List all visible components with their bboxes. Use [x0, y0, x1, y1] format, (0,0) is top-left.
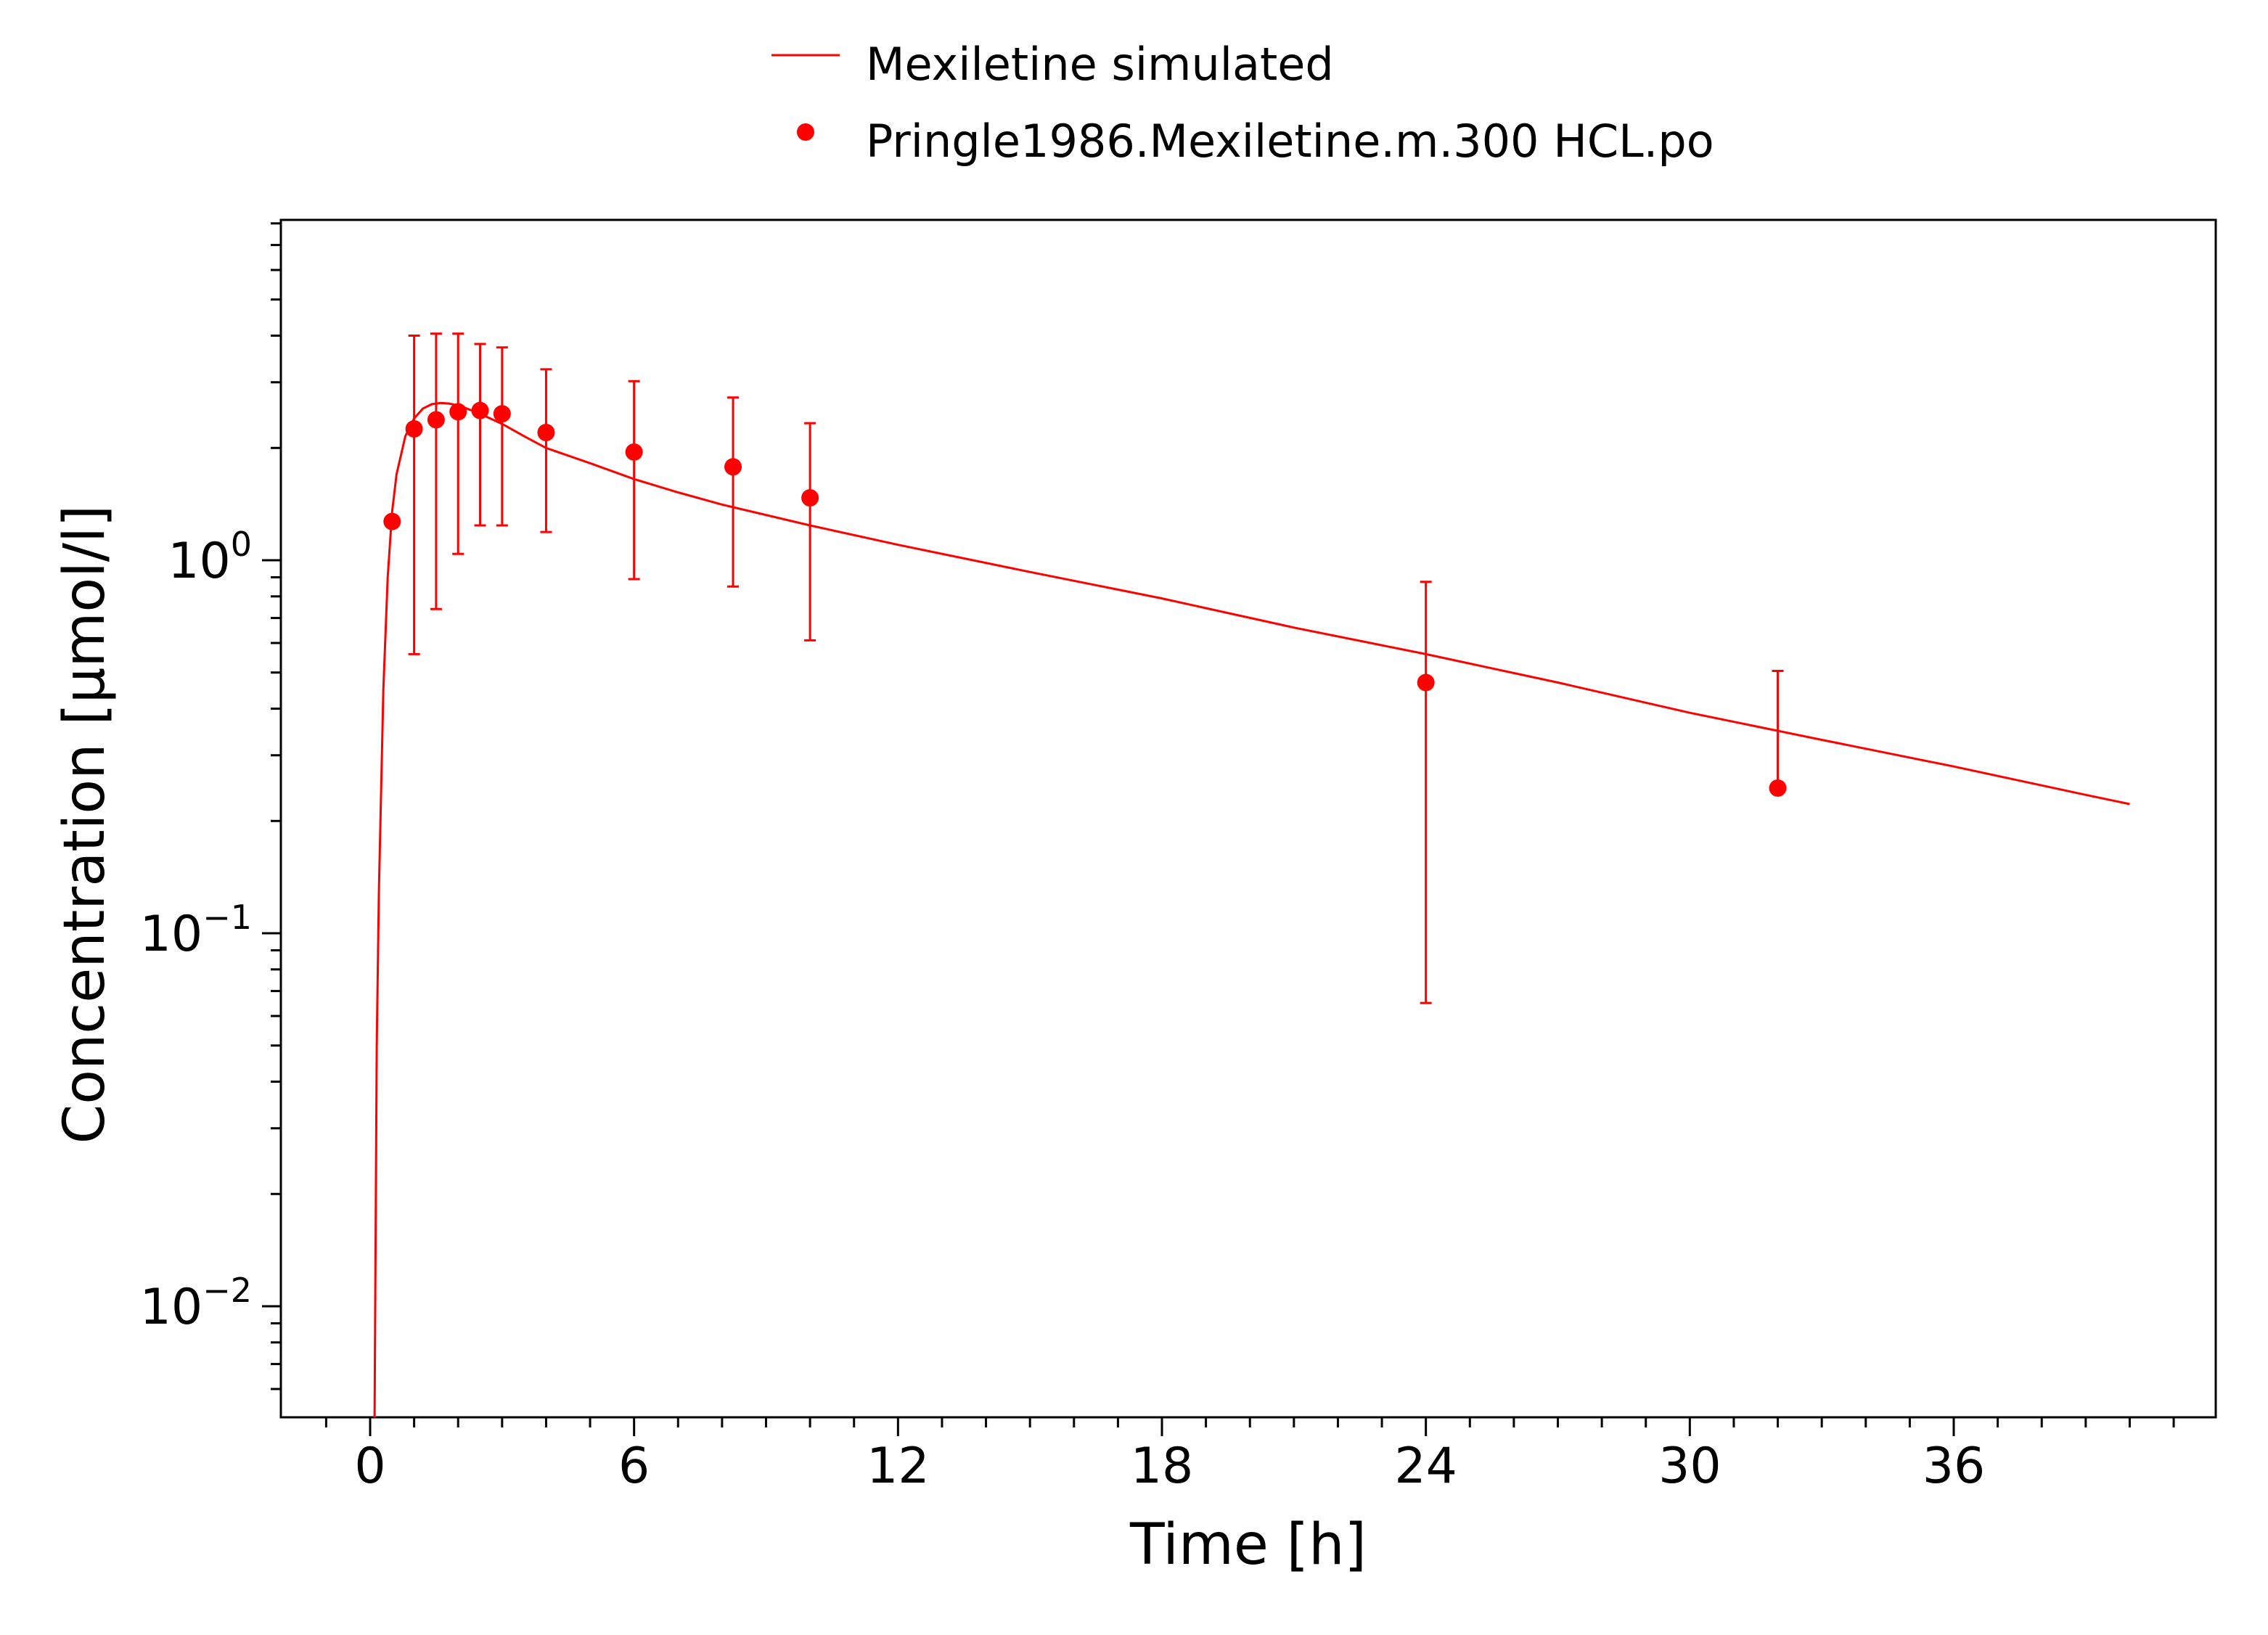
data-point	[724, 458, 742, 476]
y-tick-label: 10−2	[140, 1271, 252, 1336]
errorbars	[408, 332, 1784, 1004]
observed-points	[383, 401, 1787, 797]
x-tick-label: 6	[618, 1438, 650, 1495]
y-tick-label: 10−1	[140, 898, 252, 963]
x-tick-label: 12	[867, 1438, 930, 1495]
data-point	[383, 512, 401, 530]
y-tick-label: 100	[168, 525, 252, 590]
data-point	[493, 405, 511, 423]
x-tick-label: 36	[1923, 1438, 1986, 1495]
x-tick-label: 24	[1394, 1438, 1457, 1495]
legend-marker-swatch	[797, 123, 814, 141]
x-tick-label: 0	[354, 1438, 385, 1495]
data-point	[801, 488, 819, 507]
legend: Mexiletine simulated Pringle1986.Mexilet…	[771, 38, 1714, 168]
data-point	[471, 401, 489, 419]
y-axis-title: Concentration [µmol/l]	[52, 505, 118, 1144]
x-axis: 0 6 12 18 24 30 36	[324, 1417, 2175, 1495]
data-point	[1417, 673, 1435, 692]
simulated-line	[373, 401, 2130, 1417]
data-point	[427, 411, 445, 429]
x-tick-label: 30	[1658, 1438, 1722, 1495]
x-tick-label: 18	[1131, 1438, 1194, 1495]
legend-label-observed: Pringle1986.Mexiletine.m.300 HCL.po	[866, 115, 1714, 168]
y-axis: 10−2 10−1 100	[140, 222, 281, 1390]
x-axis-title: Time [h]	[1129, 1512, 1367, 1578]
plot-frame	[279, 218, 2217, 1419]
data-point	[537, 423, 555, 441]
data-point	[405, 419, 423, 438]
data-point	[1769, 779, 1787, 797]
legend-label-simulated: Mexiletine simulated	[866, 38, 1334, 91]
data-point	[449, 403, 467, 421]
data-point	[625, 443, 643, 461]
plot-content	[373, 332, 2130, 1417]
